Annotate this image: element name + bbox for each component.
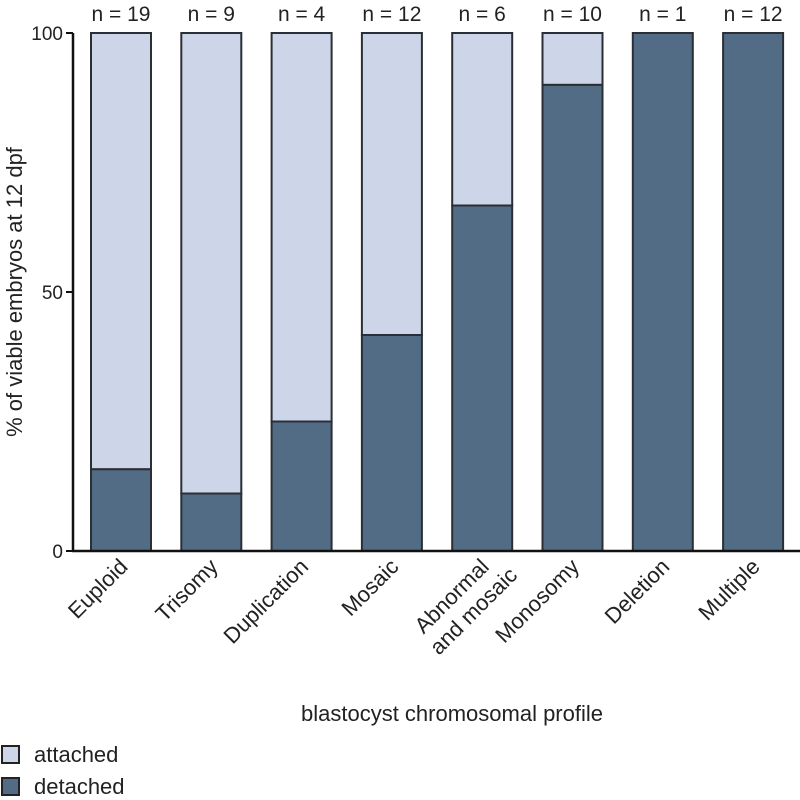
n-label: n = 10: [543, 3, 602, 26]
y-tick-label: 50: [42, 283, 63, 304]
x-category-label: Trisomy: [150, 554, 222, 626]
bar-segment-detached: [451, 204, 514, 553]
bar-segment-detached: [90, 468, 152, 553]
legend-swatch-detached: [1, 777, 20, 796]
bar-segment-detached: [270, 420, 333, 552]
bar-segment-detached: [722, 32, 785, 552]
x-category-label: Mosaic: [336, 554, 403, 621]
x-category-label: Euploid: [63, 554, 133, 624]
legend: attached detached: [1, 742, 125, 799]
n-label: n = 12: [362, 3, 421, 26]
y-axis-label: % of viable embryos at 12 dpf: [2, 146, 27, 437]
n-label: n = 19: [92, 3, 151, 26]
bar-segment-attached: [451, 32, 514, 207]
n-label: n = 6: [459, 3, 506, 26]
x-category-label: Multiple: [693, 554, 764, 625]
n-label: n = 4: [278, 3, 326, 26]
y-tick-label: 0: [52, 542, 63, 563]
bar-segment-attached: [180, 32, 243, 495]
legend-label-detached: detached: [34, 774, 125, 799]
x-axis-label: blastocyst chromosomal profile: [301, 701, 603, 726]
n-label: n = 12: [724, 3, 783, 26]
bar-segment-attached: [360, 32, 423, 336]
bar-segment-attached: [541, 32, 604, 86]
bar-segment-detached: [180, 492, 243, 553]
bar-segment-detached: [541, 83, 604, 553]
bars-group: [90, 32, 785, 553]
legend-label-attached: attached: [34, 742, 118, 767]
y-tick-label: 100: [31, 24, 63, 45]
bar-segment-attached: [90, 32, 152, 471]
n-label: n = 1: [639, 3, 686, 26]
legend-swatch-attached: [1, 745, 20, 764]
x-category-label: Duplication: [218, 554, 313, 649]
n-label: n = 9: [188, 3, 235, 26]
bar-segment-attached: [270, 32, 333, 423]
n-labels-group: n = 19 n = 9 n = 4 n = 12 n = 6 n = 10 n = 1 n …: [92, 3, 783, 26]
bar-segment-detached: [631, 32, 694, 552]
y-ticks-group: 0 50 100: [31, 24, 73, 563]
x-category-label: Deletion: [600, 554, 675, 629]
bar-segment-detached: [360, 333, 423, 552]
